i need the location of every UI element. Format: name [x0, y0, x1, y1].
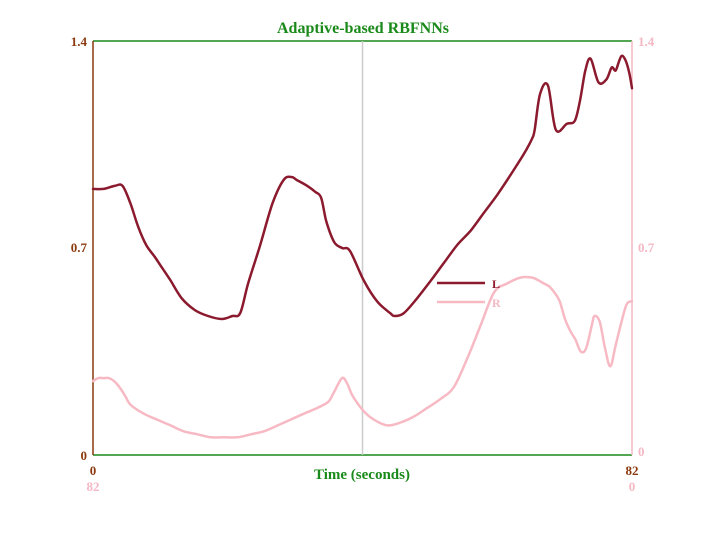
legend-label-l: L [492, 277, 500, 291]
series-line-l [91, 54, 634, 321]
right-y-tick-bottom: 0 [638, 444, 645, 459]
x2-tick-right: 0 [629, 479, 636, 494]
legend: L R [437, 277, 501, 310]
series-line-r [91, 275, 634, 439]
right-y-tick-mid: 0.7 [638, 240, 655, 255]
x-tick-right: 82 [626, 463, 639, 478]
left-y-ticks: 1.4 0.7 0 [71, 34, 88, 463]
x-tick-left: 0 [90, 463, 97, 478]
right-y-ticks: 1.4 0.7 0 [638, 34, 655, 459]
chart-title: Adaptive-based RBFNNs [277, 20, 449, 37]
right-y-tick-top: 1.4 [638, 34, 655, 49]
legend-label-r: R [492, 296, 501, 310]
x-axis-label: Time (seconds) [314, 467, 410, 483]
x-ticks: 0 82 82 0 [87, 463, 639, 494]
left-y-tick-top: 1.4 [71, 34, 88, 49]
x2-tick-left: 82 [87, 479, 100, 494]
left-y-tick-mid: 0.7 [71, 240, 88, 255]
left-y-tick-bottom: 0 [81, 448, 88, 463]
